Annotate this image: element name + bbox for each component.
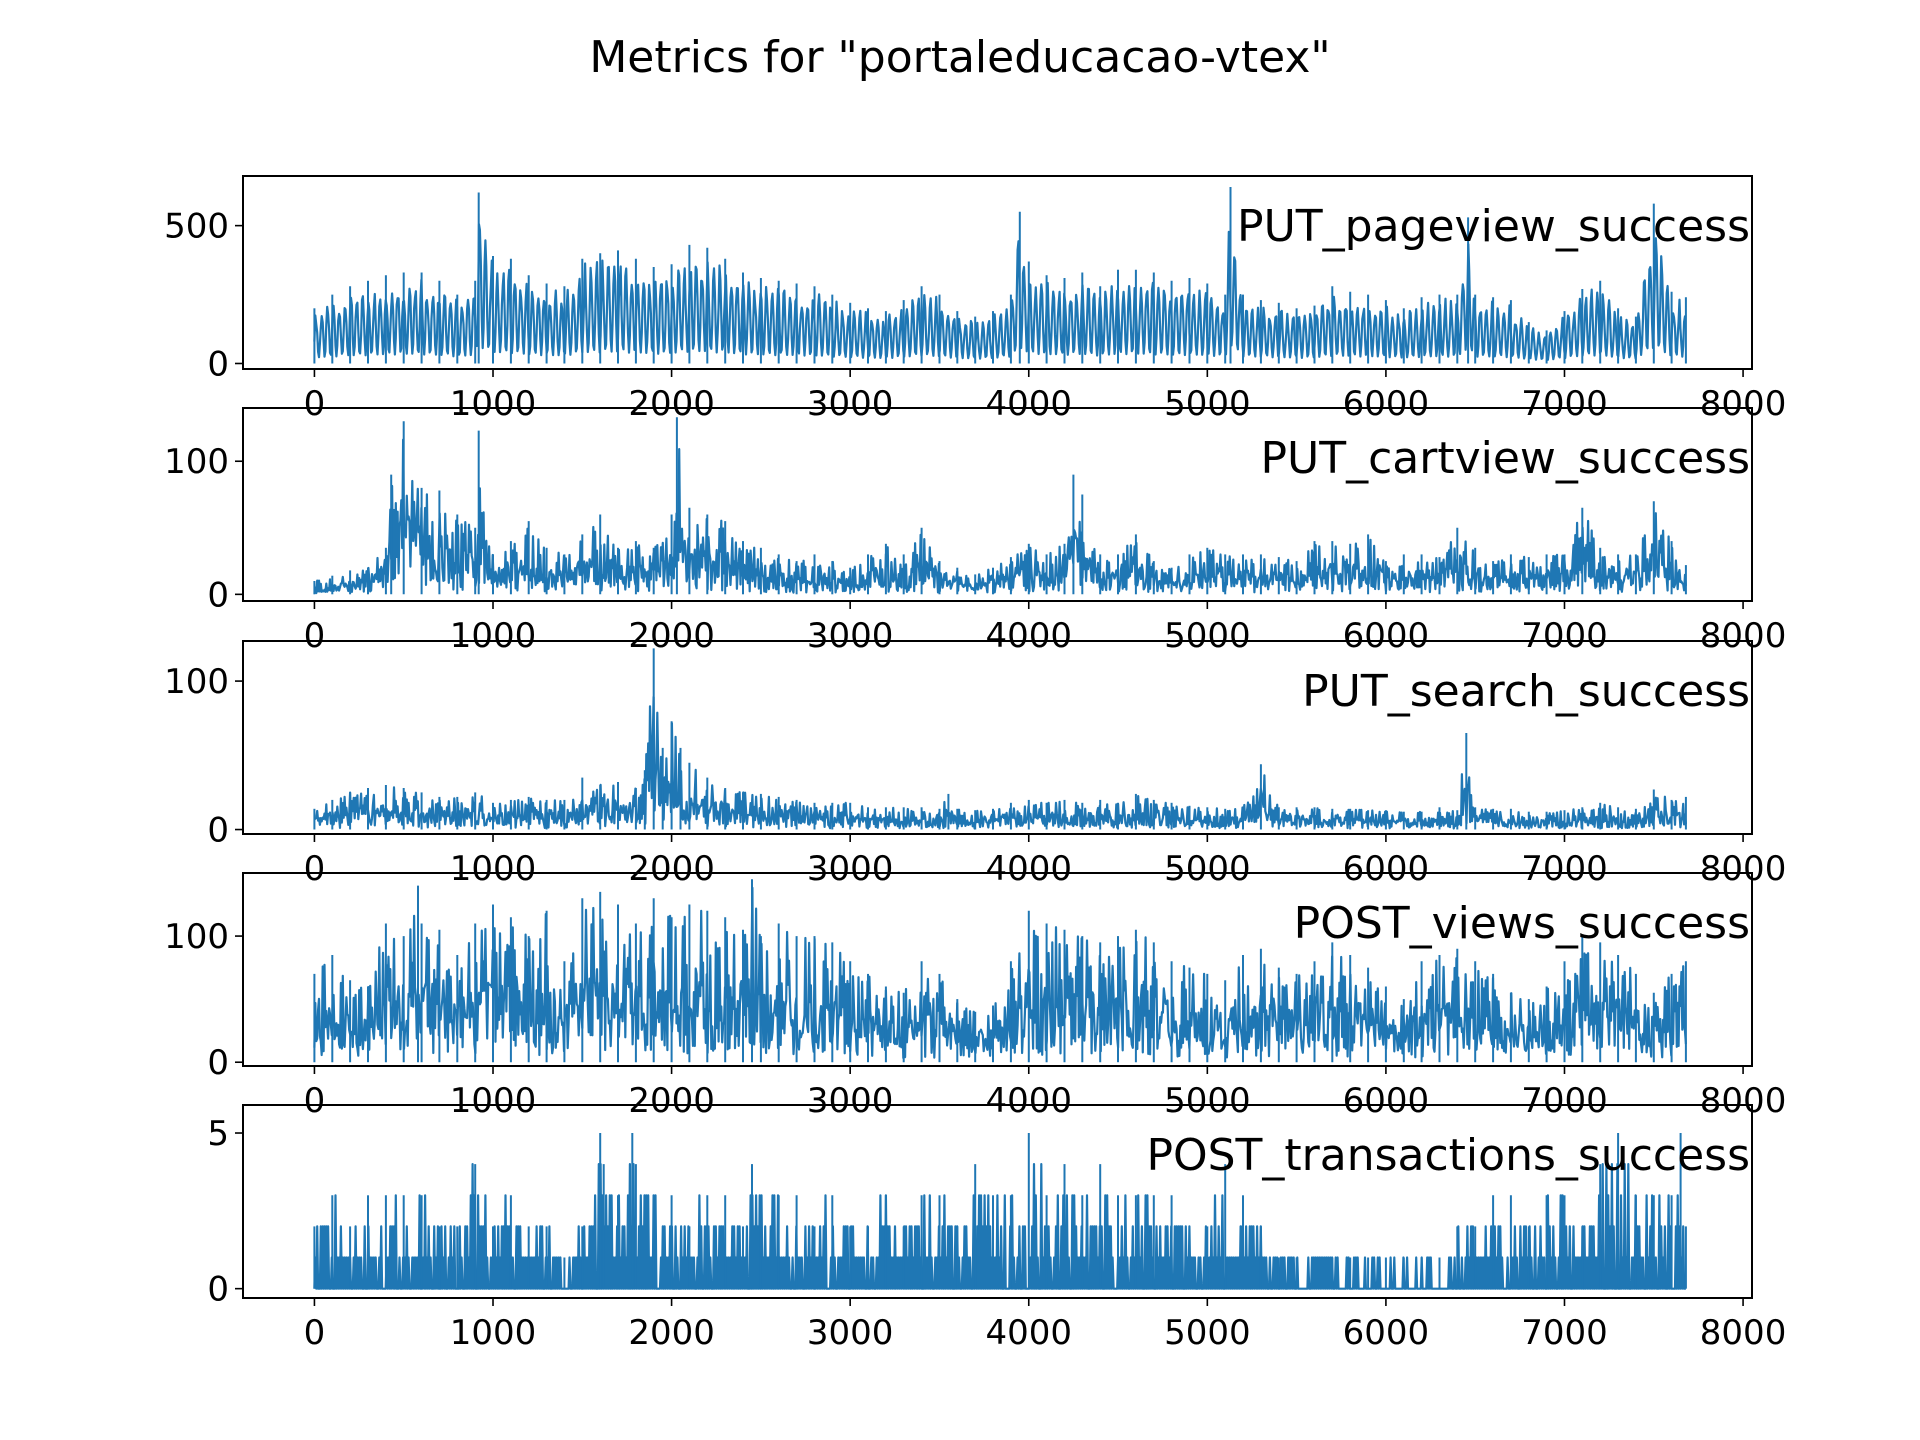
x-tick-label: 0 <box>304 1081 326 1121</box>
x-tick-label: 8000 <box>1700 1313 1787 1353</box>
x-tick-label: 1000 <box>450 1081 537 1121</box>
x-tick-label: 5000 <box>1164 1313 1251 1353</box>
x-tick-label: 0 <box>304 616 326 656</box>
x-tick-label: 6000 <box>1343 1313 1430 1353</box>
x-tick-label: 3000 <box>807 1081 894 1121</box>
y-tick-label: 0 <box>207 811 229 851</box>
y-tick-label: 0 <box>207 1270 229 1310</box>
x-tick-label: 3000 <box>807 1313 894 1353</box>
y-tick-label: 5 <box>207 1114 229 1154</box>
x-tick-label: 4000 <box>985 1313 1072 1353</box>
x-tick-label: 1000 <box>450 384 537 424</box>
x-tick-label: 7000 <box>1521 849 1608 889</box>
panel-PUT_pageview_success: 0 1000 2000 3000 4000 5000 6000 7000 8000 0 500 PUT… <box>164 175 1787 424</box>
x-tick-label: 4000 <box>985 849 1072 889</box>
x-tick-label: 7000 <box>1521 616 1608 656</box>
x-tick-label: 6000 <box>1343 849 1430 889</box>
axes-frame <box>242 872 1753 1067</box>
y-tick-label: 0 <box>207 575 229 615</box>
y-tick-label: 100 <box>164 662 229 702</box>
x-tick-label: 2000 <box>628 384 715 424</box>
panel-POST_transactions_success: 0 1000 2000 3000 4000 5000 6000 7000 8000 0 5 POST_… <box>207 1104 1787 1353</box>
x-tick-label: 1000 <box>450 616 537 656</box>
series-label: PUT_search_success <box>1302 666 1750 717</box>
x-tick-label: 2000 <box>628 1313 715 1353</box>
axes-frame <box>242 407 1753 602</box>
x-tick-label: 6000 <box>1343 1081 1430 1121</box>
x-tick-label: 7000 <box>1521 384 1608 424</box>
y-tick-label: 100 <box>164 917 229 957</box>
x-tick-label: 6000 <box>1343 384 1430 424</box>
x-tick-label: 8000 <box>1700 616 1787 656</box>
series-label: POST_views_success <box>1294 898 1750 949</box>
figure-title: Metrics for "portaleducacao-vtex" <box>589 32 1330 83</box>
series-label: PUT_pageview_success <box>1237 201 1750 252</box>
x-tick-label: 1000 <box>450 849 537 889</box>
y-tick-label: 500 <box>164 207 229 247</box>
panel-PUT_cartview_success: 0 1000 2000 3000 4000 5000 6000 7000 8000 0 100 PUT… <box>164 407 1787 656</box>
axes-frame <box>242 640 1753 835</box>
x-tick-label: 3000 <box>807 849 894 889</box>
x-tick-label: 2000 <box>628 849 715 889</box>
x-tick-label: 3000 <box>807 616 894 656</box>
y-tick-label: 0 <box>207 1043 229 1083</box>
x-tick-label: 8000 <box>1700 1081 1787 1121</box>
x-tick-label: 5000 <box>1164 1081 1251 1121</box>
x-tick-label: 4000 <box>985 1081 1072 1121</box>
x-tick-label: 5000 <box>1164 616 1251 656</box>
y-tick-label: 0 <box>207 344 229 384</box>
x-tick-label: 4000 <box>985 616 1072 656</box>
x-tick-label: 8000 <box>1700 384 1787 424</box>
y-tick-label: 100 <box>164 442 229 482</box>
x-tick-label: 2000 <box>628 1081 715 1121</box>
x-tick-label: 2000 <box>628 616 715 656</box>
axes-frame <box>242 175 1753 370</box>
panel-POST_views_success: 0 1000 2000 3000 4000 5000 6000 7000 8000 0 100 POS… <box>164 872 1787 1121</box>
x-tick-label: 0 <box>304 849 326 889</box>
x-tick-label: 7000 <box>1521 1081 1608 1121</box>
x-tick-label: 0 <box>304 384 326 424</box>
x-tick-label: 4000 <box>985 384 1072 424</box>
x-tick-label: 8000 <box>1700 849 1787 889</box>
x-tick-label: 5000 <box>1164 849 1251 889</box>
x-tick-label: 1000 <box>450 1313 537 1353</box>
panel-PUT_search_success: 0 1000 2000 3000 4000 5000 6000 7000 8000 0 100 PUT… <box>164 640 1787 889</box>
x-tick-label: 5000 <box>1164 384 1251 424</box>
x-tick-label: 3000 <box>807 384 894 424</box>
x-tick-label: 7000 <box>1521 1313 1608 1353</box>
series-label: PUT_cartview_success <box>1260 433 1750 484</box>
x-tick-label: 0 <box>304 1313 326 1353</box>
axes-frame <box>242 1104 1753 1299</box>
series-label: POST_transactions_success <box>1146 1130 1750 1181</box>
x-tick-label: 6000 <box>1343 616 1430 656</box>
